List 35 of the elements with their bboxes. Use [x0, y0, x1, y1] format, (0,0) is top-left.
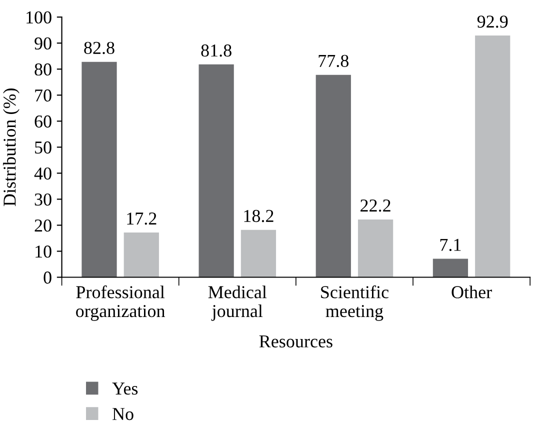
- y-tick-label: 30: [34, 193, 52, 206]
- y-tick-label: 50: [35, 141, 52, 154]
- y-tick-label: 90: [34, 37, 52, 50]
- data-label: 82.8: [84, 42, 114, 54]
- y-axis-title: Distribution (%): [3, 88, 20, 206]
- bar: [358, 219, 394, 278]
- bar: [124, 232, 159, 278]
- data-label: 22.2: [360, 200, 390, 212]
- legend-label: Yes: [112, 382, 138, 395]
- bar: [82, 62, 117, 278]
- x-tick-label: Scientific meeting: [321, 285, 389, 321]
- x-tick-label: Other: [452, 286, 492, 298]
- x-axis-title: Resources: [259, 335, 332, 348]
- data-label: 77.8: [318, 54, 349, 68]
- bar: [316, 74, 351, 278]
- data-label: 81.8: [201, 44, 232, 57]
- y-tick-label: 10: [36, 245, 52, 258]
- x-tick-label: Medical journal: [208, 286, 267, 321]
- y-tick-label: 100: [26, 11, 52, 24]
- bar: [198, 64, 234, 278]
- x-tick-label: Professional organization: [76, 285, 166, 321]
- y-tick-label: 20: [34, 219, 52, 232]
- y-tick-label: 70: [35, 89, 52, 102]
- data-label: 7.1: [440, 238, 461, 252]
- bar: [240, 230, 276, 278]
- data-label: 17.2: [127, 212, 156, 225]
- bar: [475, 36, 510, 278]
- bar: [432, 258, 468, 278]
- y-tick-label: 40: [34, 167, 52, 180]
- legend-label: No: [112, 408, 134, 420]
- y-tick-label: 0: [44, 272, 52, 284]
- data-label: 18.2: [244, 210, 274, 222]
- y-tick-label: 60: [34, 115, 52, 128]
- y-tick-label: 80: [34, 63, 52, 76]
- data-label: 92.9: [477, 16, 508, 28]
